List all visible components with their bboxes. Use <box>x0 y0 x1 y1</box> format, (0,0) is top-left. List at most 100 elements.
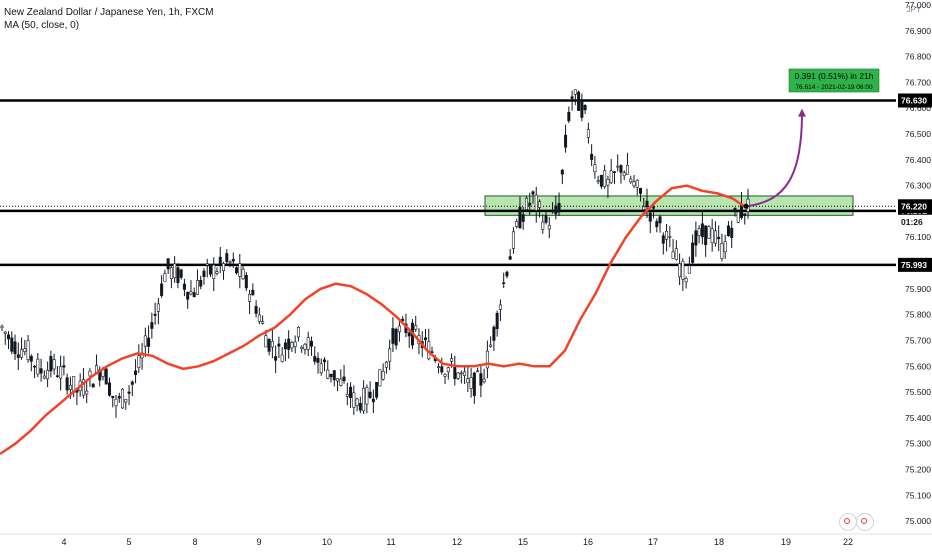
candle-body <box>42 375 46 379</box>
candle-body <box>717 236 721 240</box>
candle-body <box>668 236 672 238</box>
candle-body <box>300 346 304 349</box>
candle-body <box>222 263 226 272</box>
candle-body <box>577 91 581 111</box>
candle-body <box>388 348 392 362</box>
x-tick-label: 8 <box>192 537 197 547</box>
candle-body <box>635 180 639 188</box>
candle-body <box>726 225 730 237</box>
candle-body <box>700 223 704 238</box>
candle-body <box>147 337 151 347</box>
candle-body <box>127 391 131 394</box>
candle-body <box>238 263 242 277</box>
candle-body <box>652 206 656 209</box>
candle-body <box>316 357 320 363</box>
candle-body <box>264 335 268 348</box>
candle-body <box>215 271 219 274</box>
candle-body <box>267 339 271 352</box>
candle-body <box>557 203 561 213</box>
candle-body <box>195 280 199 295</box>
x-tick-label: 12 <box>452 537 462 547</box>
candle-body <box>596 180 600 182</box>
candle-body <box>463 371 467 376</box>
candle-body <box>94 365 98 373</box>
candle-body <box>502 282 506 284</box>
candle-body <box>472 372 476 396</box>
candle-body <box>261 321 265 324</box>
candle-body <box>528 202 532 206</box>
candle-body <box>121 388 125 409</box>
candle-body <box>218 256 222 265</box>
candle-body <box>130 381 134 385</box>
candle-body <box>0 325 4 329</box>
price-label-text: 01:26 <box>901 217 923 227</box>
alert-icon[interactable] <box>839 513 857 531</box>
candle-body <box>612 171 616 174</box>
candle-body <box>108 382 112 396</box>
candle-body <box>33 365 37 368</box>
target-icon[interactable] <box>856 513 874 531</box>
price-label-text: 76.220 <box>901 201 927 211</box>
y-tick-label: 76.900 <box>905 26 931 36</box>
candle-body <box>358 403 362 411</box>
x-tick-label: 10 <box>322 537 332 547</box>
y-tick-label: 77.000 <box>905 0 931 10</box>
candle-body <box>603 170 607 187</box>
candle-body <box>547 225 551 230</box>
y-tick-label: 76.300 <box>905 181 931 191</box>
candle-body <box>251 289 255 296</box>
y-tick-label: 76.100 <box>905 232 931 242</box>
candle-body <box>117 396 121 399</box>
candle-body <box>163 273 167 282</box>
candle-body <box>49 356 53 372</box>
candle-body <box>182 283 186 290</box>
candle-body <box>492 326 496 341</box>
candle-body <box>88 370 92 377</box>
candle-body <box>319 363 323 374</box>
projection-start-dot <box>743 203 749 209</box>
candle-body <box>704 225 708 246</box>
candle-body <box>665 231 669 240</box>
candle-body <box>642 206 646 210</box>
candle-body <box>691 242 695 263</box>
candle-body <box>3 331 7 334</box>
candle-body <box>231 258 235 262</box>
candle-body <box>306 337 310 350</box>
x-tick-label: 22 <box>843 537 853 547</box>
candle-body <box>482 378 486 383</box>
candle-body <box>707 226 711 239</box>
indicator-legend[interactable]: MA (50, close, 0) <box>4 20 80 31</box>
price-label-tag <box>898 214 932 229</box>
candle-body <box>554 205 558 215</box>
candle-body <box>205 263 209 266</box>
candle-body <box>153 313 157 316</box>
candle-body <box>560 169 564 175</box>
candle-body <box>111 395 115 398</box>
candle-body <box>212 264 216 279</box>
candle-body <box>7 334 11 340</box>
candle-body <box>137 355 141 368</box>
candle-body <box>186 291 190 300</box>
candle-body <box>684 278 688 283</box>
candle-body <box>570 96 574 99</box>
x-tick-label: 11 <box>386 537 395 547</box>
candle-body <box>531 191 535 195</box>
candle-body <box>329 373 333 378</box>
candle-body <box>124 399 128 403</box>
candle-body <box>450 358 454 362</box>
candle-body <box>166 258 170 270</box>
candle-body <box>309 340 313 347</box>
candle-body <box>342 376 346 382</box>
candle-body <box>638 187 642 194</box>
candle-body <box>55 375 59 377</box>
x-tick-label: 5 <box>126 537 131 547</box>
candle-body <box>645 200 649 208</box>
candle-body <box>590 153 594 160</box>
candle-body <box>192 292 196 298</box>
candle-body <box>414 325 418 330</box>
candle-body <box>541 221 545 230</box>
candle-body <box>489 344 493 347</box>
candle-body <box>371 398 375 403</box>
